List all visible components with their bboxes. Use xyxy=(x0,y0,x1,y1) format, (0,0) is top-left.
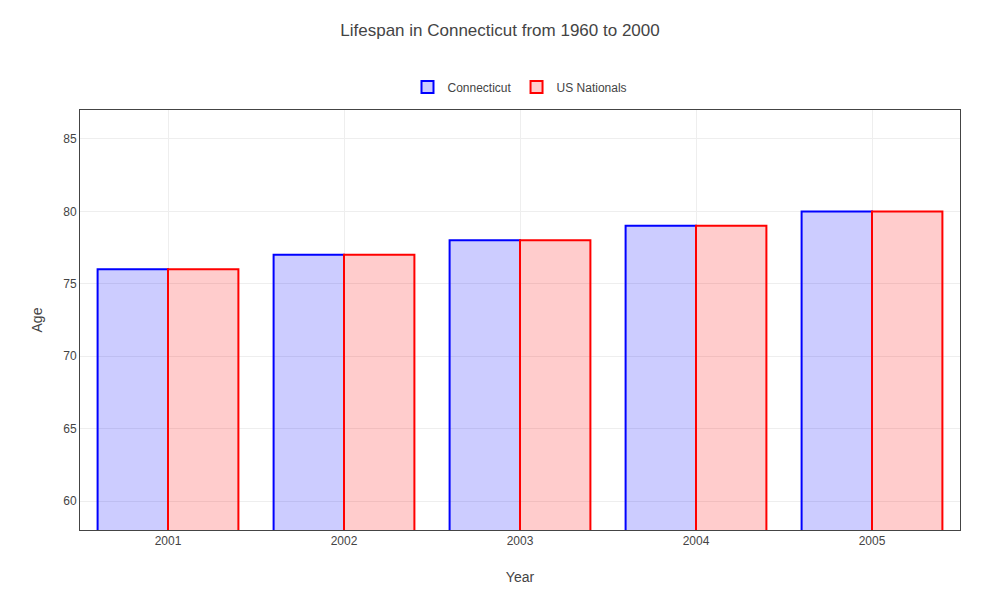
svg-text:US Nationals: US Nationals xyxy=(557,81,627,95)
svg-text:60: 60 xyxy=(63,494,77,508)
svg-text:2003: 2003 xyxy=(507,534,534,548)
svg-text:Age: Age xyxy=(29,307,45,332)
svg-text:65: 65 xyxy=(63,422,77,436)
svg-text:2005: 2005 xyxy=(859,534,886,548)
svg-text:2001: 2001 xyxy=(155,534,182,548)
svg-text:2004: 2004 xyxy=(683,534,710,548)
svg-text:75: 75 xyxy=(63,277,77,291)
svg-text:70: 70 xyxy=(63,349,77,363)
svg-text:Connecticut: Connecticut xyxy=(448,81,512,95)
svg-text:85: 85 xyxy=(63,132,77,146)
svg-text:Year: Year xyxy=(506,569,535,585)
svg-text:Lifespan in Connecticut from 1: Lifespan in Connecticut from 1960 to 200… xyxy=(340,21,659,40)
svg-text:80: 80 xyxy=(63,205,77,219)
svg-text:2002: 2002 xyxy=(331,534,358,548)
